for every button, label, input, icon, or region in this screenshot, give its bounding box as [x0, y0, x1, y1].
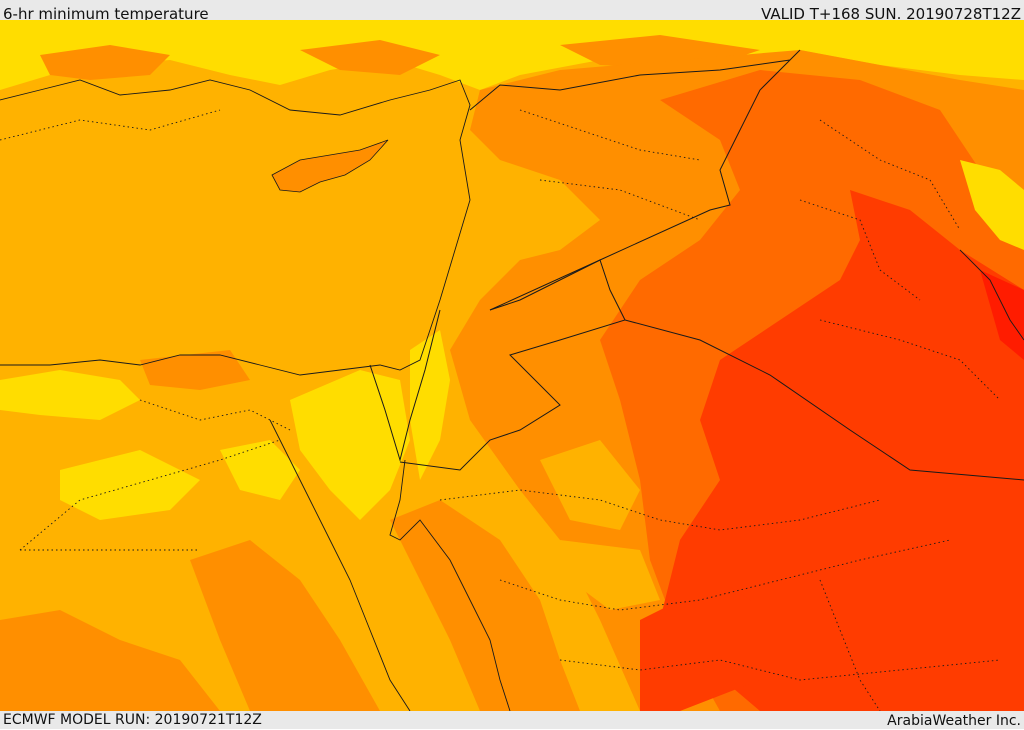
red-sea-west-coast	[269, 419, 411, 711]
provincial-borders	[0, 109, 1001, 711]
temperature-zone-red	[660, 190, 1024, 711]
temperature-zone-yellow	[410, 330, 450, 480]
temperature-zone-orange	[300, 40, 440, 75]
valid-time: VALID T+168 SUN. 20190728T12Z	[761, 5, 1021, 23]
model-run: ECMWF MODEL RUN: 20190721T12Z	[3, 712, 262, 728]
cyprus-island	[271, 139, 389, 193]
syria-iraq-border	[489, 59, 791, 311]
temperature-zone-orange	[40, 45, 170, 80]
temperature-zone-red	[640, 580, 780, 711]
temperature-zone-orange	[190, 540, 380, 711]
temperature-map	[0, 20, 1024, 711]
jordan-border	[399, 259, 626, 471]
temperature-zone-orange	[140, 350, 250, 390]
temperature-zone-yellow	[0, 20, 1024, 90]
mediterranean-coastline	[0, 79, 471, 376]
temperature-zone-yellow	[220, 440, 300, 500]
title-bar	[0, 0, 1024, 20]
red-sea-east-coast	[389, 459, 511, 711]
persian-gulf-coast	[959, 249, 1024, 341]
temperature-zone-deep-red	[980, 270, 1024, 360]
saudi-iraq-border	[624, 319, 1024, 481]
temperature-zone-yellow	[60, 450, 200, 520]
temperature-zone-yellow	[960, 160, 1024, 250]
temperature-zone-yellow	[290, 370, 410, 520]
temperature-zone-orange	[0, 610, 220, 711]
footer-bar	[0, 711, 1024, 729]
map-title: 6-hr minimum temperature	[3, 5, 209, 23]
israel-egypt-border	[369, 309, 441, 462]
temperature-zone-light-orange	[560, 540, 660, 610]
temperature-zone-orange	[390, 500, 580, 711]
credit: ArabiaWeather Inc.	[887, 713, 1021, 729]
temperature-zone-light-orange	[540, 440, 640, 530]
temperature-zone-yellow	[0, 370, 140, 420]
